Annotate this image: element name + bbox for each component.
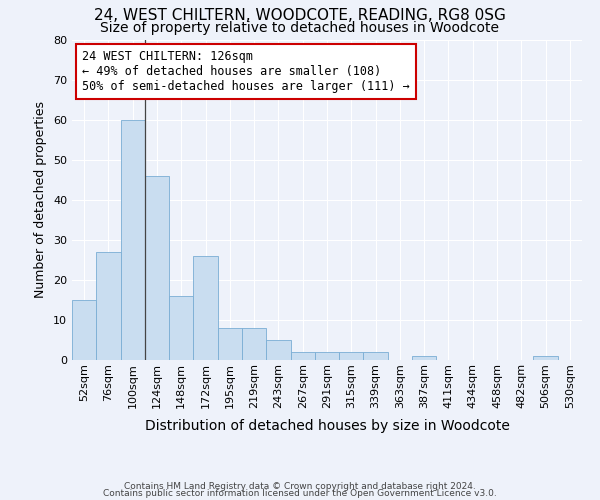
Y-axis label: Number of detached properties: Number of detached properties [34,102,47,298]
Bar [290,352,315,360]
Bar [193,256,218,360]
Bar [121,120,145,360]
Text: 24 WEST CHILTERN: 126sqm
← 49% of detached houses are smaller (108)
50% of semi-: 24 WEST CHILTERN: 126sqm ← 49% of detach… [82,50,410,92]
Bar [315,352,339,360]
Bar [72,300,96,360]
Text: 24, WEST CHILTERN, WOODCOTE, READING, RG8 0SG: 24, WEST CHILTERN, WOODCOTE, READING, RG… [94,8,506,22]
Bar [339,352,364,360]
Bar [145,176,169,360]
Bar [96,252,121,360]
X-axis label: Distribution of detached houses by size in Woodcote: Distribution of detached houses by size … [145,419,509,433]
Bar [242,328,266,360]
Text: Contains HM Land Registry data © Crown copyright and database right 2024.: Contains HM Land Registry data © Crown c… [124,482,476,491]
Bar [218,328,242,360]
Bar [412,356,436,360]
Bar [364,352,388,360]
Text: Size of property relative to detached houses in Woodcote: Size of property relative to detached ho… [101,21,499,35]
Bar [533,356,558,360]
Bar [266,340,290,360]
Text: Contains public sector information licensed under the Open Government Licence v3: Contains public sector information licen… [103,490,497,498]
Bar [169,296,193,360]
